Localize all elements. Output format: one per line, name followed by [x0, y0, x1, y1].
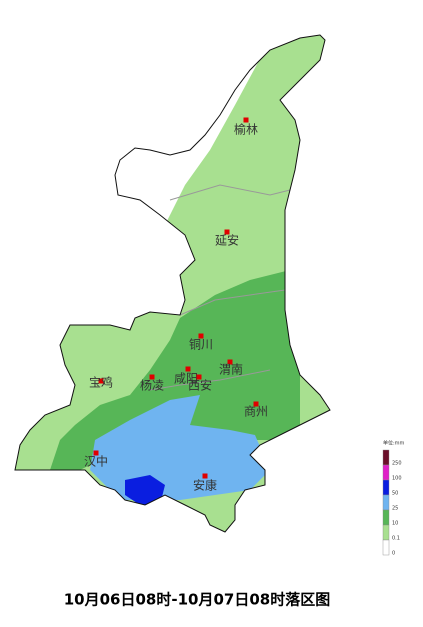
city-label: 商州 — [244, 404, 268, 419]
legend-label: 50 — [392, 491, 398, 497]
city-label: 延安 — [215, 233, 239, 248]
legend: 单位:mm 250 100 50 25 10 0.1 0 — [382, 440, 405, 557]
city-marker — [202, 473, 208, 479]
boundary — [179, 289, 286, 316]
legend-swatch — [382, 464, 390, 481]
city-marker — [93, 450, 99, 456]
legend-swatch — [382, 449, 390, 466]
city-label: 杨凌 — [140, 378, 164, 393]
city-marker — [149, 374, 155, 380]
city-marker — [185, 366, 191, 372]
legend-label: 0.1 — [392, 536, 400, 542]
legend-label: 10 — [392, 521, 398, 527]
city-label: 咸阳 — [174, 372, 198, 386]
city-marker — [227, 359, 233, 365]
city-label: 宝鸡 — [89, 375, 113, 390]
legend-swatch — [382, 479, 390, 496]
caption: 10月06日08时-10月07日08时落区图 — [64, 591, 330, 609]
city-marker — [98, 378, 104, 384]
legend-swatch — [382, 539, 390, 556]
city-label: 榆林 — [234, 122, 258, 137]
legend-label: 25 — [392, 506, 398, 512]
city-label: 渭南 — [219, 362, 243, 377]
legend-title: 单位:mm — [383, 440, 405, 447]
boundary — [169, 184, 291, 201]
area-storm — [125, 475, 165, 505]
city-label: 西安 — [188, 378, 212, 393]
boundary — [149, 369, 271, 391]
legend-label: 100 — [392, 476, 402, 482]
legend-swatch — [382, 509, 390, 526]
legend-swatch — [382, 494, 390, 511]
city-marker — [198, 333, 204, 339]
area-moderate — [50, 270, 300, 480]
legend-label: 0 — [392, 551, 395, 557]
city-label: 铜川 — [189, 337, 213, 352]
city-marker — [253, 401, 259, 407]
city-label: 安康 — [193, 478, 217, 493]
city-marker — [224, 229, 230, 235]
legend-swatch — [382, 524, 390, 541]
city-marker — [196, 374, 202, 380]
legend-label: 250 — [392, 461, 402, 467]
city-marker — [243, 117, 249, 123]
city-label: 汉中 — [84, 454, 108, 469]
area-heavy — [90, 395, 270, 500]
